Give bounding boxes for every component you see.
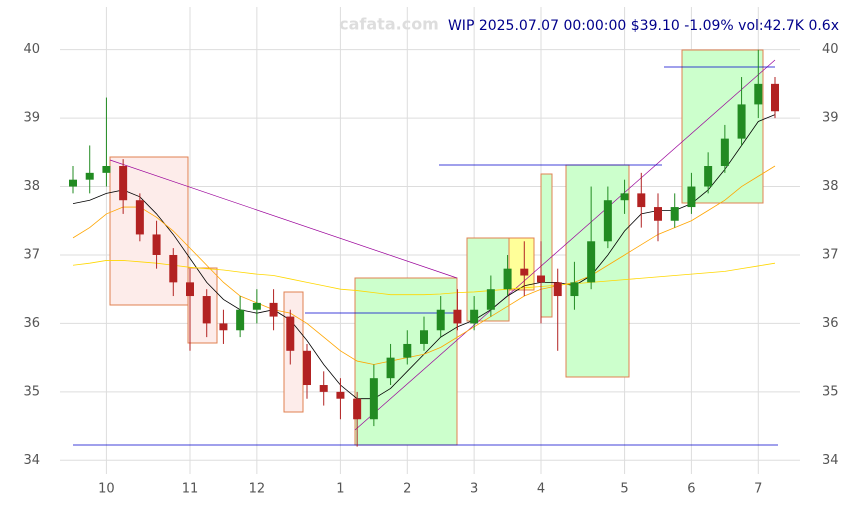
candle-body xyxy=(503,268,512,290)
y-tick-label: 38 xyxy=(822,179,839,194)
candle-body xyxy=(236,309,245,331)
candle-body xyxy=(369,378,378,420)
candle-body xyxy=(720,138,729,166)
zone-box xyxy=(540,173,553,318)
candle-body xyxy=(771,83,779,112)
candle-body xyxy=(570,282,579,297)
candle-body xyxy=(520,268,529,276)
x-tick-label: 5 xyxy=(620,482,628,497)
x-tick-label: 2 xyxy=(403,482,411,497)
candle-body xyxy=(486,289,495,310)
candle-body xyxy=(553,282,562,297)
y-tick-label: 39 xyxy=(23,111,40,126)
zones xyxy=(73,49,778,446)
trend-line xyxy=(109,159,458,279)
y-tick-label: 37 xyxy=(23,247,40,262)
candle-body xyxy=(152,234,161,255)
x-tick-label: 1 xyxy=(336,482,344,497)
y-tick-label: 37 xyxy=(822,247,839,262)
candle-body xyxy=(69,179,77,187)
x-tick-label: 4 xyxy=(537,482,545,497)
watermark: cafata.com xyxy=(339,15,439,34)
candle-body xyxy=(754,83,763,105)
candle-body xyxy=(537,275,545,283)
candle-body xyxy=(119,166,128,201)
y-tick-label: 35 xyxy=(822,384,839,399)
candle-body xyxy=(386,357,395,379)
candle-body xyxy=(403,343,412,358)
candle-body xyxy=(336,391,345,399)
zone-box xyxy=(187,267,218,344)
x-tick-label: 3 xyxy=(470,482,478,497)
y-tick-label: 40 xyxy=(822,42,839,57)
y-tick-label: 36 xyxy=(23,316,40,331)
x-tick-label: 7 xyxy=(754,482,762,497)
candle-body xyxy=(436,309,445,331)
x-tick-label: 6 xyxy=(687,482,695,497)
candle-body xyxy=(303,350,311,386)
candle-body xyxy=(637,193,646,208)
candle-body xyxy=(687,186,696,208)
candle-body xyxy=(620,193,629,201)
candle-body xyxy=(102,166,111,173)
y-tick-label: 36 xyxy=(822,316,839,331)
candle-body xyxy=(654,207,662,221)
candle-body xyxy=(269,302,278,317)
candle-body xyxy=(603,200,612,242)
candle-body xyxy=(319,385,328,392)
chart-title: WIP 2025.07.07 00:00:00 $39.10 -1.09% vo… xyxy=(448,18,839,34)
candle-body xyxy=(169,254,178,283)
zone-box xyxy=(283,291,304,413)
y-tick-label: 40 xyxy=(23,42,40,57)
zone-box xyxy=(508,237,535,291)
candle-body xyxy=(252,302,261,310)
zone-box xyxy=(681,49,764,204)
candle-body xyxy=(420,330,428,344)
y-tick-label: 38 xyxy=(23,179,40,194)
zone-box xyxy=(565,164,630,378)
y-tick-label: 39 xyxy=(822,111,839,126)
candle-body xyxy=(85,172,94,180)
candle-body xyxy=(219,323,228,331)
candle-body xyxy=(186,282,194,297)
zone-box xyxy=(354,277,458,446)
ma-line xyxy=(72,260,776,296)
candle-body xyxy=(453,309,462,324)
candle-body xyxy=(202,296,211,324)
x-tick-label: 12 xyxy=(249,482,266,497)
x-tick-label: 10 xyxy=(98,482,115,497)
candle-body xyxy=(704,166,713,187)
candle-body xyxy=(353,398,362,420)
candle-body xyxy=(286,316,295,351)
candle-body xyxy=(737,104,746,139)
trend-line xyxy=(354,59,776,431)
y-tick-label: 34 xyxy=(23,453,40,468)
y-tick-label: 35 xyxy=(23,384,40,399)
candle-body xyxy=(587,241,596,283)
y-tick-label: 34 xyxy=(822,453,839,468)
x-tick-label: 11 xyxy=(182,482,199,497)
candle-body xyxy=(135,200,144,235)
candle-body xyxy=(470,309,479,324)
candle-body xyxy=(670,207,679,221)
